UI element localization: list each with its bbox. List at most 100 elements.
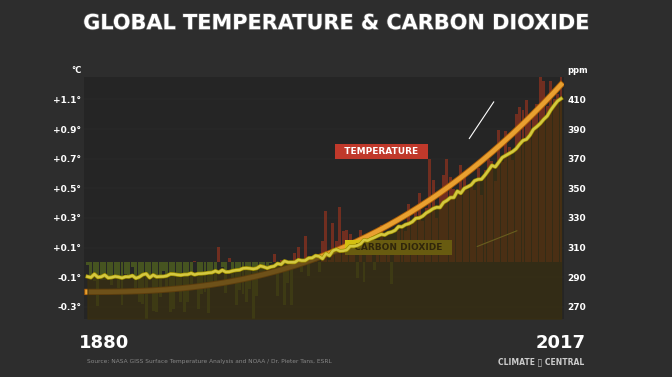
Bar [200, 262, 203, 294]
Bar [265, 262, 269, 267]
Bar [508, 147, 511, 262]
Bar [373, 262, 376, 270]
Bar [86, 262, 89, 265]
Bar [442, 175, 445, 262]
Bar [539, 60, 542, 262]
Bar [144, 262, 148, 319]
Bar [255, 262, 258, 296]
Bar [501, 162, 504, 262]
Bar [173, 262, 175, 309]
Bar [515, 113, 517, 262]
Bar [480, 195, 483, 262]
Bar [397, 231, 400, 262]
Bar [476, 168, 480, 262]
Bar [546, 106, 548, 262]
Bar [362, 262, 366, 282]
Bar [273, 254, 276, 262]
Bar [549, 81, 552, 262]
Bar [511, 159, 514, 262]
Bar [394, 243, 396, 262]
Bar [210, 262, 214, 285]
Bar [280, 261, 282, 262]
Bar [162, 262, 165, 271]
Bar [487, 159, 490, 262]
Bar [525, 100, 528, 262]
Bar [456, 192, 459, 262]
Bar [221, 262, 224, 267]
Bar [314, 255, 317, 262]
Bar [231, 262, 234, 278]
Bar [352, 245, 355, 262]
Bar [425, 208, 427, 262]
Bar [449, 177, 452, 262]
Bar [504, 132, 507, 262]
Bar [176, 262, 179, 289]
Bar [366, 254, 369, 262]
Bar [473, 190, 476, 262]
Bar [269, 262, 272, 263]
Bar [556, 94, 559, 262]
Bar [134, 262, 137, 294]
Bar [532, 117, 535, 262]
Bar [179, 262, 182, 302]
Bar [310, 259, 314, 262]
Bar [141, 262, 144, 304]
Bar [404, 231, 407, 262]
Bar [155, 262, 158, 312]
Text: °C: °C [71, 66, 81, 75]
Bar [331, 224, 335, 262]
Bar [325, 211, 327, 262]
Text: 1880: 1880 [79, 334, 129, 352]
Bar [418, 193, 421, 262]
Bar [536, 104, 538, 262]
Bar [252, 262, 255, 329]
Bar [120, 262, 124, 305]
Bar [328, 260, 331, 262]
Text: 2017: 2017 [536, 334, 586, 352]
Bar [186, 262, 190, 302]
Bar [401, 226, 403, 262]
Bar [439, 191, 442, 262]
Bar [521, 110, 524, 262]
Bar [446, 159, 448, 262]
Bar [193, 261, 196, 262]
Bar [518, 107, 521, 262]
Bar [96, 262, 99, 306]
Bar [169, 262, 172, 313]
Text: GLOBAL TEMPERATURE & CARBON DIOXIDE: GLOBAL TEMPERATURE & CARBON DIOXIDE [83, 13, 589, 33]
Bar [431, 180, 435, 262]
Bar [290, 262, 293, 305]
Bar [107, 262, 110, 276]
Bar [415, 210, 417, 262]
Bar [224, 262, 227, 293]
Bar [335, 241, 338, 262]
Text: Source: NASA GISS Surface Temperature Analysis and NOAA / Dr. Pieter Tans, ESRL: Source: NASA GISS Surface Temperature An… [87, 359, 332, 365]
Bar [128, 262, 130, 277]
Bar [117, 262, 120, 288]
Bar [318, 262, 321, 272]
Bar [276, 262, 279, 296]
Text: CLIMATE Ⓜ CENTRAL: CLIMATE Ⓜ CENTRAL [499, 357, 585, 366]
Bar [370, 246, 372, 262]
Bar [494, 181, 497, 262]
Bar [259, 262, 262, 273]
Text: ppm: ppm [567, 66, 587, 75]
Bar [459, 165, 462, 262]
Bar [297, 247, 300, 262]
Bar [228, 258, 230, 262]
Bar [217, 247, 220, 262]
Bar [262, 262, 265, 273]
Bar [345, 230, 348, 262]
Bar [383, 242, 386, 262]
Bar [294, 253, 296, 262]
Bar [89, 262, 92, 280]
Bar [528, 117, 532, 262]
Bar [307, 262, 310, 276]
Text: CARBON DIOXIDE: CARBON DIOXIDE [348, 243, 449, 252]
Bar [190, 262, 193, 284]
Bar [235, 262, 238, 305]
Bar [149, 262, 151, 279]
Bar [300, 262, 303, 272]
Bar [138, 262, 140, 302]
Bar [241, 262, 245, 294]
